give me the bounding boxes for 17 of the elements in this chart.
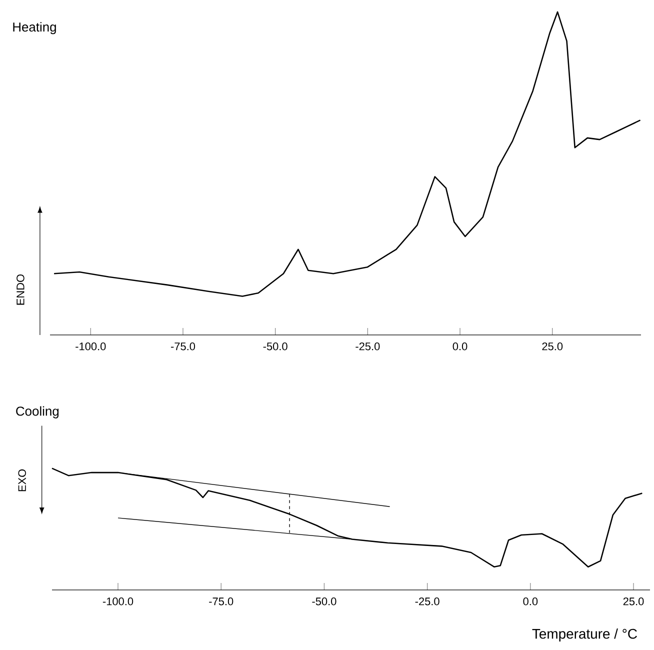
x-tick-label: -50.0 (312, 598, 336, 606)
y-axis-title: EXO (18, 469, 26, 492)
x-tick-label: -75.0 (170, 342, 196, 350)
text: Heating (13, 22, 56, 34)
x-tick-label: -25.0 (356, 342, 380, 350)
x-tick-label: -25.0 (415, 598, 440, 606)
x-axis-title: Temperature / °C (532, 628, 637, 642)
x-tick-label: 25.0 (542, 342, 563, 350)
x-tick-label: -50.0 (263, 342, 288, 350)
x-tick-label: -100.0 (102, 598, 134, 606)
x-tick-label: 0.0 (523, 598, 538, 606)
x-tick-label: 0.0 (452, 342, 468, 350)
chart-title: Cooling (16, 406, 59, 418)
x-tick-label: 25.0 (623, 598, 644, 606)
y-axis-title: ENDO (16, 274, 24, 305)
x-tick-label: -100.0 (76, 342, 106, 350)
x-tick-label: -75.0 (209, 598, 234, 606)
